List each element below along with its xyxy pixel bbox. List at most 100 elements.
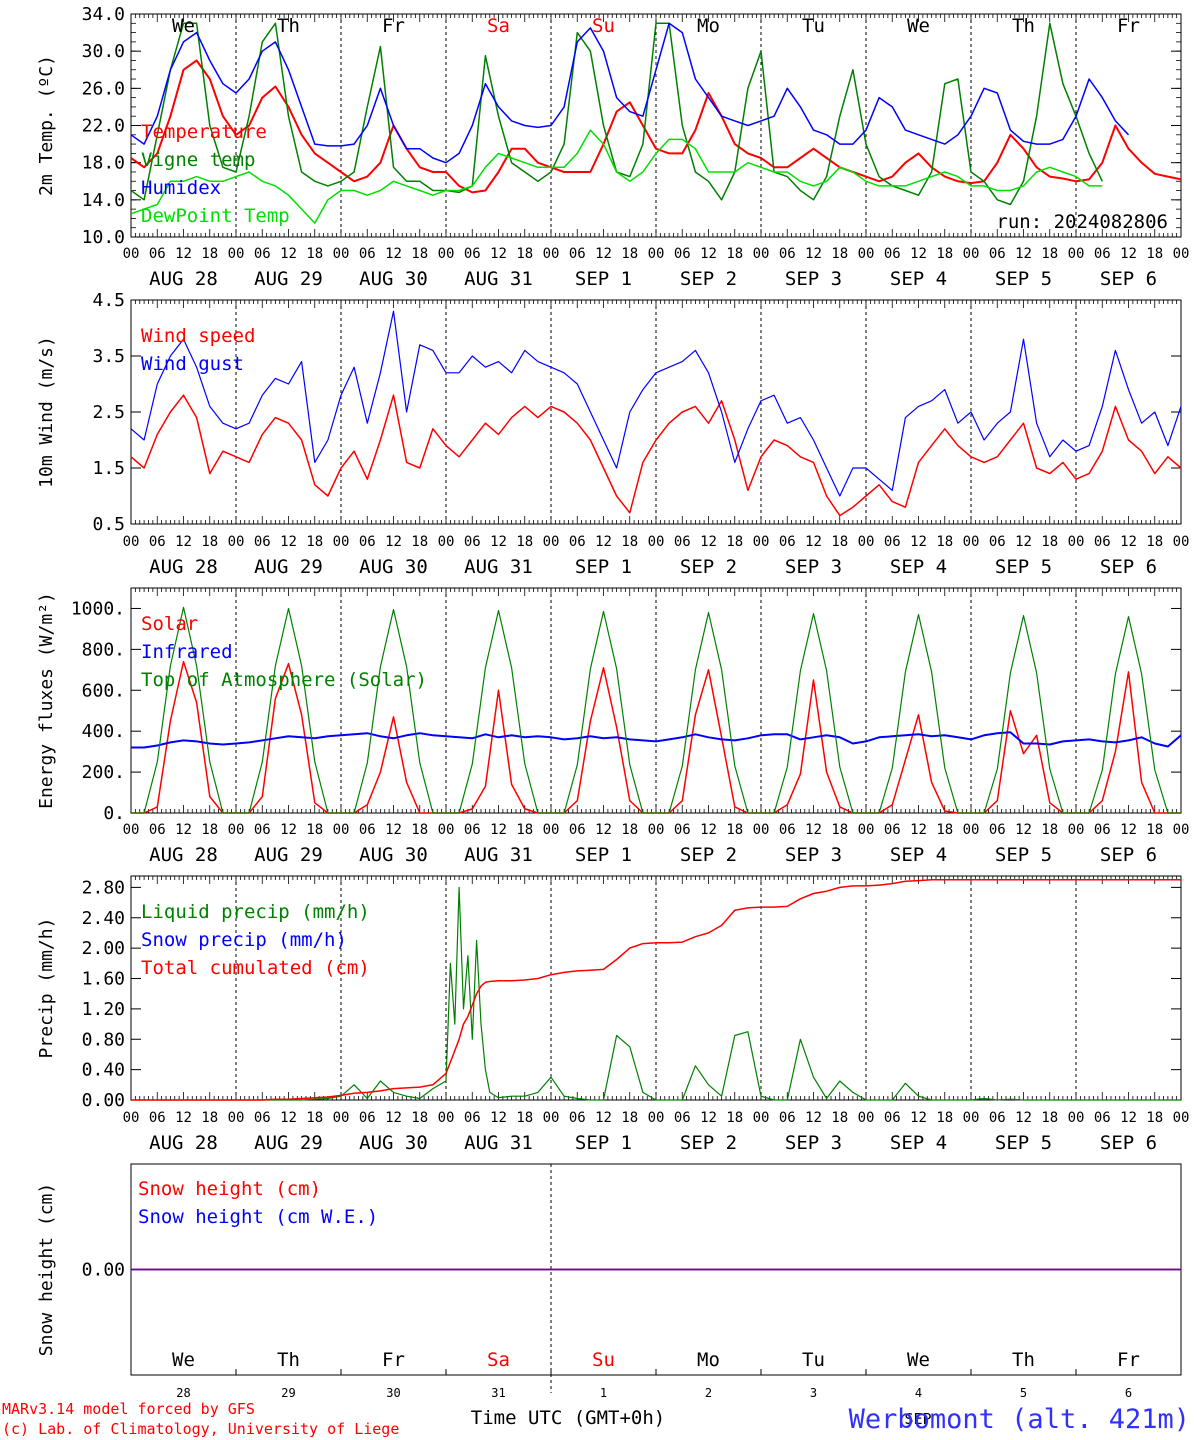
hour-tick-label: 00 <box>858 246 875 262</box>
hour-tick-label: 18 <box>201 822 218 838</box>
hour-tick-label: 06 <box>149 534 166 550</box>
hour-tick-label: 00 <box>648 822 665 838</box>
hour-tick-label: 12 <box>1015 534 1032 550</box>
day-number-label: 3 <box>810 1386 817 1400</box>
date-label: AUG 28 <box>149 556 218 578</box>
hour-tick-label: 00 <box>648 246 665 262</box>
energy-legend-entry: Infrared <box>141 641 233 663</box>
hour-tick-label: 00 <box>333 822 350 838</box>
date-label: SEP 3 <box>785 268 842 290</box>
y-tick-label: 0.80 <box>82 1029 125 1050</box>
hour-tick-label: 12 <box>175 1110 192 1126</box>
hour-tick-label: 12 <box>700 1110 717 1126</box>
hour-tick-label: 00 <box>333 246 350 262</box>
hour-tick-label: 18 <box>726 534 743 550</box>
hour-tick-label: 06 <box>569 1110 586 1126</box>
day-of-week-label: Th <box>277 1349 300 1371</box>
hour-tick-label: 18 <box>306 246 323 262</box>
hour-tick-label: 12 <box>805 1110 822 1126</box>
y-tick-label: 34.0 <box>82 4 125 25</box>
day-number-label: 6 <box>1125 1386 1132 1400</box>
hour-tick-label: 00 <box>753 534 770 550</box>
hour-tick-label: 00 <box>858 534 875 550</box>
hour-tick-label: 18 <box>516 246 533 262</box>
hour-tick-label: 12 <box>700 822 717 838</box>
hour-tick-label: 12 <box>280 822 297 838</box>
snow-y-axis-label: Snow height (cm) <box>36 1183 57 1356</box>
hour-tick-label: 06 <box>359 822 376 838</box>
hour-tick-label: 06 <box>1094 1110 1111 1126</box>
temp-panel: 34.0 30.0 26.0 22.0 18.0 14.0 10.0 2m Temp. (ºC… <box>36 4 1189 290</box>
wind-series-1 <box>130 310 1182 497</box>
footer-model: MARv3.14 model forced by GFS <box>2 1400 255 1418</box>
hour-tick-label: 18 <box>306 534 323 550</box>
hour-tick-label: 12 <box>490 246 507 262</box>
hour-tick-label: 06 <box>674 534 691 550</box>
date-label: AUG 30 <box>359 1132 428 1154</box>
wind-frame <box>130 299 1182 525</box>
y-tick-label: 10.0 <box>82 227 125 248</box>
day-number-label: 4 <box>915 1386 922 1400</box>
hour-tick-label: 00 <box>1173 246 1190 262</box>
hour-tick-label: 00 <box>333 1110 350 1126</box>
precip-legend-entry: Snow precip (mm/h) <box>141 929 347 951</box>
y-tick-label: 3.5 <box>92 346 125 367</box>
hour-tick-label: 00 <box>543 246 560 262</box>
date-label: SEP 4 <box>890 556 947 578</box>
y-tick-label: 14.0 <box>82 190 125 211</box>
hour-tick-label: 12 <box>910 534 927 550</box>
hour-tick-label: 12 <box>1120 246 1137 262</box>
precip-series-1 <box>131 879 1181 1101</box>
y-tick-label: 2.5 <box>92 402 125 423</box>
hour-tick-label: 18 <box>936 822 953 838</box>
date-label: SEP 2 <box>680 556 737 578</box>
date-label: SEP 4 <box>890 1132 947 1154</box>
station-name: Werbomont (alt. 421m) <box>849 1404 1190 1435</box>
hour-tick-label: 06 <box>464 534 481 550</box>
date-label: SEP 5 <box>995 556 1052 578</box>
temp-frame <box>130 13 1182 238</box>
date-label: SEP 6 <box>1100 556 1157 578</box>
hour-tick-label: 18 <box>936 1110 953 1126</box>
wind-legend-entry: Wind speed <box>141 325 255 347</box>
hour-tick-label: 06 <box>464 822 481 838</box>
hour-tick-label: 00 <box>123 534 140 550</box>
temp-legend-entry: Temperature <box>141 121 267 143</box>
hour-tick-label: 18 <box>831 1110 848 1126</box>
hour-tick-label: 00 <box>543 1110 560 1126</box>
date-label: AUG 31 <box>464 1132 533 1154</box>
hour-tick-label: 18 <box>936 246 953 262</box>
date-label: SEP 3 <box>785 1132 842 1154</box>
hour-tick-label: 12 <box>700 534 717 550</box>
hour-tick-label: 18 <box>936 534 953 550</box>
hour-tick-label: 12 <box>175 246 192 262</box>
hour-tick-label: 12 <box>595 822 612 838</box>
snow-panel: 0.00 Snow height (cm) Snow height (cm) Snow… <box>36 1163 1182 1400</box>
hour-tick-label: 00 <box>1173 534 1190 550</box>
hour-tick-label: 12 <box>1120 534 1137 550</box>
date-label: AUG 30 <box>359 844 428 866</box>
y-tick-label: 2.00 <box>82 938 125 959</box>
hour-tick-label: 12 <box>175 822 192 838</box>
hour-tick-label: 00 <box>543 534 560 550</box>
hour-tick-label: 12 <box>280 534 297 550</box>
hour-tick-label: 18 <box>516 822 533 838</box>
wind-legend-entry: Wind gust <box>141 353 244 375</box>
precip-series-0 <box>131 886 1181 1101</box>
energy-series-1 <box>131 731 1182 749</box>
date-label: SEP 2 <box>680 844 737 866</box>
day-number-label: 2 <box>705 1386 712 1400</box>
hour-tick-label: 12 <box>805 246 822 262</box>
hour-tick-label: 06 <box>884 534 901 550</box>
hour-tick-label: 00 <box>228 1110 245 1126</box>
hour-tick-label: 06 <box>884 822 901 838</box>
hour-tick-label: 00 <box>123 1110 140 1126</box>
hour-tick-label: 18 <box>1146 1110 1163 1126</box>
date-label: AUG 28 <box>149 844 218 866</box>
x-axis-label: Time UTC (GMT+0h) <box>471 1407 665 1429</box>
day-number-label: 30 <box>386 1386 400 1400</box>
hour-tick-label: 06 <box>884 1110 901 1126</box>
y-tick-label: 0.40 <box>82 1060 125 1081</box>
y-tick-label: 800. <box>82 639 125 660</box>
